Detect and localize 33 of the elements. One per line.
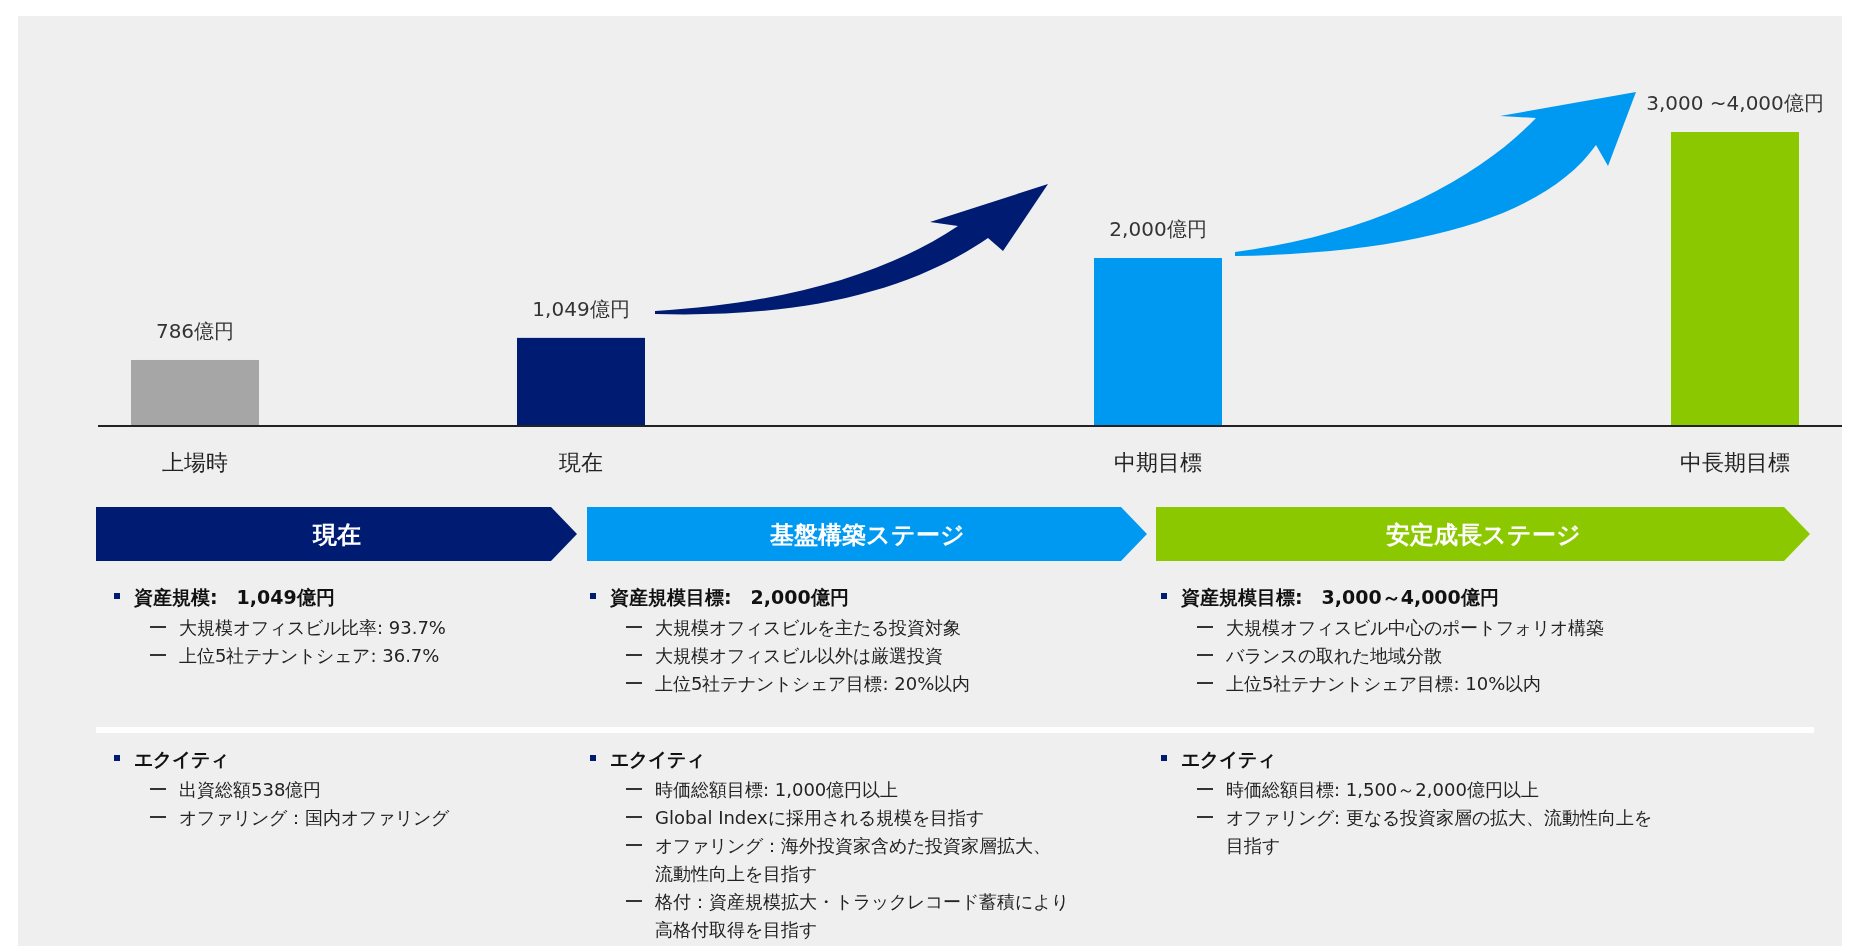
text: オファリング: 更なる投資家層の拡大、流動性向上を目指す <box>1226 807 1652 856</box>
text: 資産規模目標: 2,000億円 <box>609 586 849 608</box>
text: オファリング：海外投資家含めた投資家層拡大、流動性向上を目指す <box>655 835 1051 884</box>
text: 資産規模目標: 3,000～4,000億円 <box>1180 586 1499 608</box>
text: 上位5社テナントシェア: 36.7% <box>179 645 440 666</box>
text: 安定成長ステージ <box>1385 521 1581 549</box>
text: 資産規模: 1,049億円 <box>133 586 335 608</box>
x-tick-label: 中長期目標 <box>1680 450 1790 475</box>
text: 時価総額目標: 1,500～2,000億円以上 <box>1226 779 1539 800</box>
text: 上位5社テナントシェア目標: 10%以内 <box>1226 673 1542 694</box>
text: 大規模オフィスビル以外は厳選投資 <box>655 645 943 666</box>
text: 上位5社テナントシェア目標: 20%以内 <box>655 673 971 694</box>
text: バランスの取れた地域分散 <box>1225 645 1442 666</box>
text: Global Indexに採用される規模を目指す <box>655 807 984 828</box>
text: 大規模オフィスビル比率: 93.7% <box>179 617 446 638</box>
data-label: 1,049億円 <box>532 296 630 321</box>
x-tick-label: 上場時 <box>162 450 228 475</box>
text: 時価総額目標: 1,000億円以上 <box>655 779 899 800</box>
text: 基盤構築ステージ <box>768 521 965 549</box>
x-tick-label: 中期目標 <box>1114 450 1202 475</box>
text: エクイティ <box>610 748 705 770</box>
text: エクイティ <box>1181 748 1276 770</box>
data-label: 786億円 <box>155 318 235 343</box>
text: 大規模オフィスビルを主たる投資対象 <box>655 617 961 638</box>
text: 出資総額538億円 <box>179 779 322 800</box>
text: エクイティ <box>134 748 229 770</box>
text: 大規模オフィスビル中心のポートフォリオ構築 <box>1226 617 1604 638</box>
text: 格付：資産規模拡大・トラックレコード蓄積により高格付取得を目指す <box>654 891 1069 940</box>
text: 現在 <box>311 521 361 549</box>
annotation: 3,000 ~4,000億円 <box>1646 91 1824 115</box>
data-label: 2,000億円 <box>1109 217 1207 241</box>
text: オファリング：国内オファリング <box>179 807 450 828</box>
x-tick-label: 現在 <box>559 450 603 475</box>
